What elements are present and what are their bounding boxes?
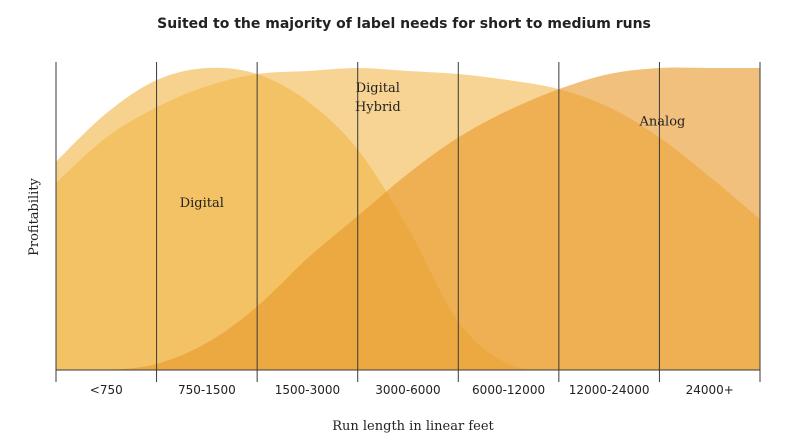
x-tick-label: <750 — [90, 383, 123, 397]
x-tick-label: 1500-3000 — [275, 383, 340, 397]
series-label-digital: Digital — [180, 196, 224, 211]
chart-title: Suited to the majority of label needs fo… — [157, 16, 651, 32]
area-analog — [56, 67, 760, 370]
series-label-digital-hybrid: Digital — [356, 81, 400, 96]
x-tick-labels: <750 750-1500 1500-3000 3000-6000 6000-12000… — [90, 383, 734, 397]
series-label-digital-hybrid: Hybrid — [355, 100, 401, 115]
x-tick-label: 3000-6000 — [375, 383, 440, 397]
area-digital — [56, 67, 760, 370]
x-axis-label: Run length in linear feet — [332, 419, 494, 434]
plot-area — [56, 67, 760, 370]
series-label-analog: Analog — [639, 114, 686, 129]
series-labels: Digital Digital Hybrid Analog — [180, 81, 686, 211]
x-tick-label: 6000-12000 — [472, 383, 545, 397]
x-tick-label: 24000+ — [686, 383, 734, 397]
category-dividers — [55, 62, 761, 382]
x-tick-label: 750-1500 — [178, 383, 236, 397]
y-axis-label: Profitability — [27, 177, 42, 255]
x-tick-label: 12000-24000 — [569, 383, 650, 397]
